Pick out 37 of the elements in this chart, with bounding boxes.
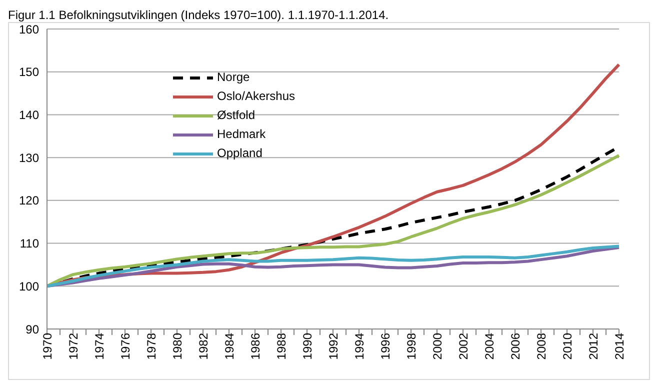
y-tick-label: 100 bbox=[18, 279, 40, 294]
x-tick-label: 1996 bbox=[378, 332, 393, 360]
y-tick-label: 130 bbox=[18, 150, 40, 165]
x-tick-label: 1982 bbox=[196, 332, 211, 360]
x-tick-label: 1974 bbox=[92, 332, 107, 360]
x-tick-label: 1990 bbox=[300, 332, 315, 360]
x-tick-label: 1980 bbox=[170, 332, 185, 360]
legend-label: Oslo/Akershus bbox=[217, 88, 296, 105]
y-tick-label: 150 bbox=[18, 65, 40, 80]
x-tick-label: 1984 bbox=[222, 332, 237, 360]
legend-label: Østfold bbox=[217, 107, 256, 124]
x-tick-label: 1988 bbox=[274, 332, 289, 360]
x-tick-label: 2008 bbox=[534, 332, 549, 360]
y-tick-label: 110 bbox=[20, 236, 40, 251]
x-tick-label: 2006 bbox=[508, 332, 523, 360]
x-tick-label: 1986 bbox=[248, 332, 263, 360]
x-tick-label: 1998 bbox=[404, 332, 419, 360]
chart-title: Figur 1.1 Befolkningsutviklingen (Indeks 1970=100). 1.1.1970-1.1.2014. bbox=[8, 8, 390, 22]
legend-label: Hedmark bbox=[217, 126, 266, 143]
x-tick-label: 1970 bbox=[40, 332, 55, 360]
x-tick-label: 2000 bbox=[430, 332, 445, 360]
x-tick-label: 2012 bbox=[586, 332, 601, 360]
y-tick-label: 160 bbox=[18, 22, 40, 36]
x-tick-label: 1976 bbox=[118, 332, 133, 360]
y-tick-label: 90 bbox=[26, 322, 40, 336]
legend-label: Oppland bbox=[217, 145, 262, 162]
x-tick-label: 1972 bbox=[66, 332, 81, 360]
x-tick-label: 2004 bbox=[482, 332, 497, 360]
x-tick-label: 1978 bbox=[144, 332, 159, 360]
y-tick-label: 120 bbox=[18, 194, 40, 208]
y-tick-label: 140 bbox=[18, 108, 40, 122]
x-tick-label: 2014 bbox=[612, 332, 627, 360]
x-tick-label: 1992 bbox=[326, 332, 341, 360]
x-tick-label: 1994 bbox=[352, 332, 367, 360]
x-tick-label: 2002 bbox=[456, 332, 471, 360]
legend-label: Norge bbox=[217, 69, 250, 86]
x-tick-label: 2010 bbox=[560, 332, 575, 360]
